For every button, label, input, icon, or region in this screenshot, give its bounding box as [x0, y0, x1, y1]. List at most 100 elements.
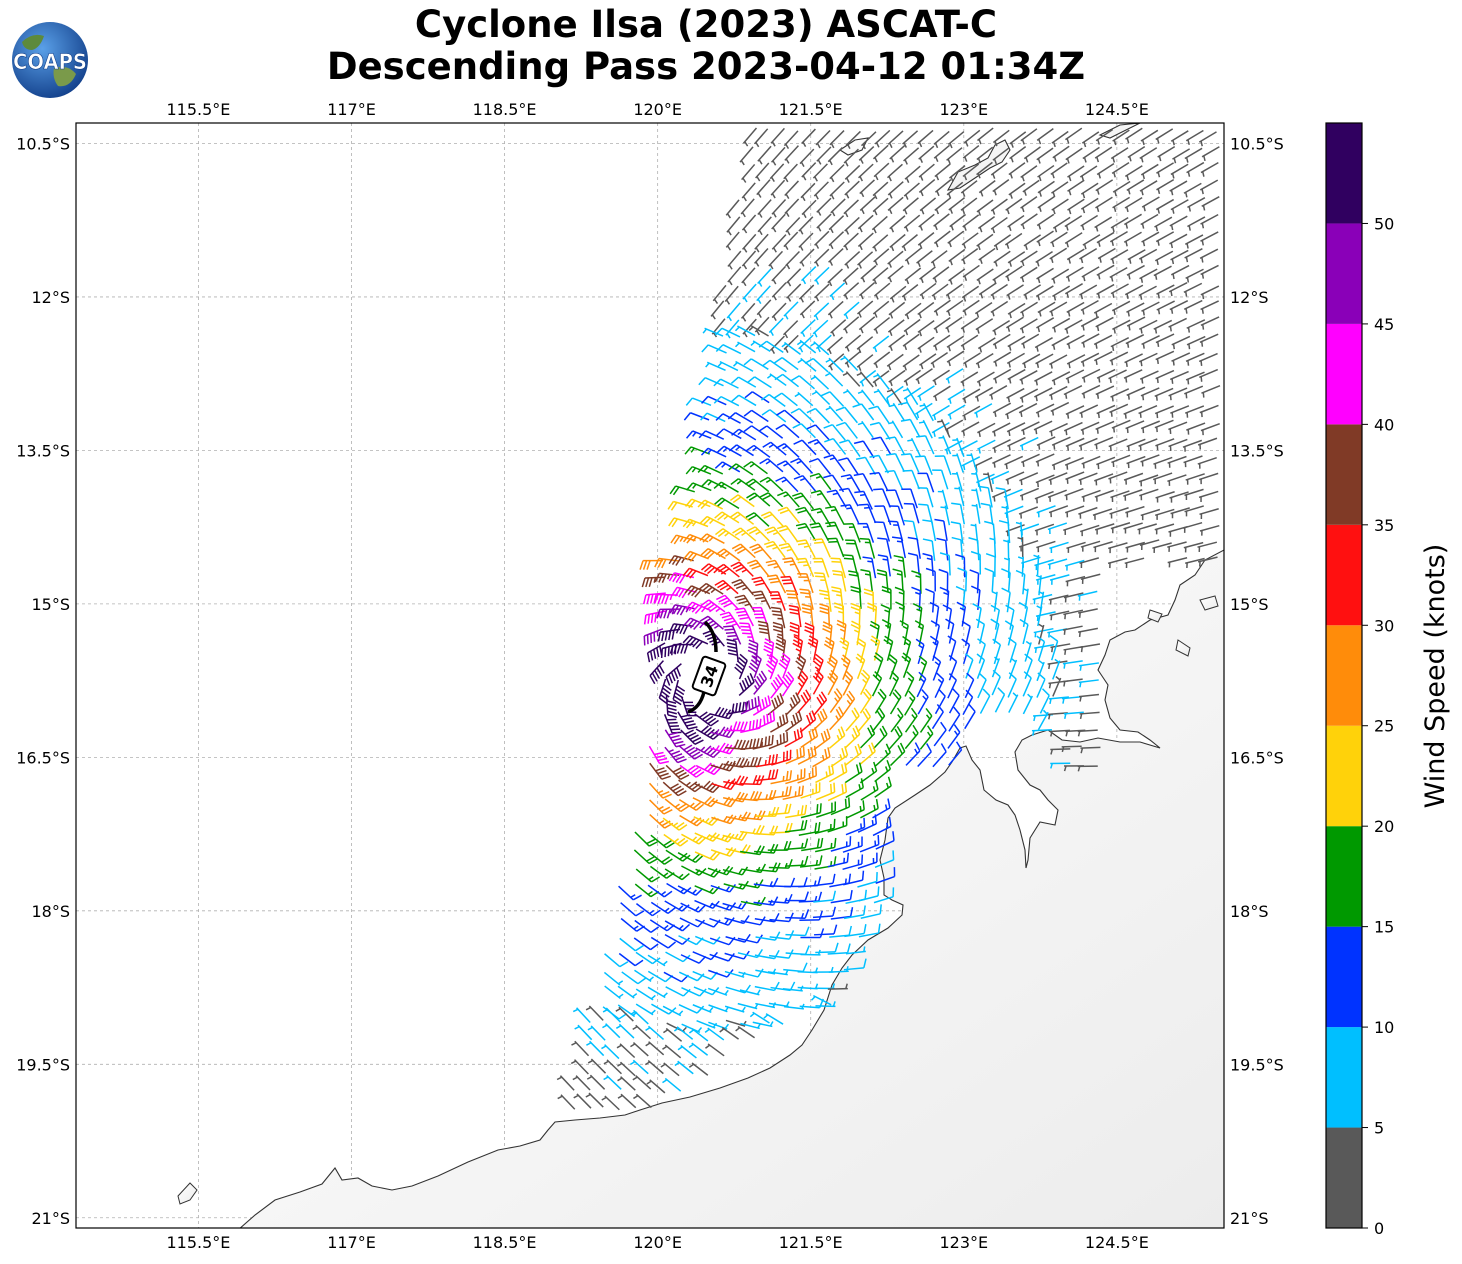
wind-barb — [727, 412, 754, 424]
wind-barb — [887, 163, 903, 182]
wind-barb — [1067, 165, 1085, 182]
wind-barb — [911, 570, 922, 594]
wind-barb — [887, 654, 898, 680]
timor-coast — [838, 123, 1141, 191]
wind-barb — [740, 302, 756, 322]
wind-barb — [777, 506, 800, 524]
wind-barb — [904, 707, 918, 733]
wind-barb — [887, 196, 904, 215]
wind-barb — [887, 319, 905, 337]
wind-barb — [617, 1076, 636, 1091]
wind-barb — [843, 301, 860, 320]
wind-barb — [825, 521, 844, 541]
wind-barb — [635, 1003, 656, 1016]
wind-barb — [889, 670, 900, 697]
wind-barb — [1035, 353, 1054, 368]
wind-barb — [1034, 387, 1053, 402]
wind-barb — [869, 421, 891, 440]
wind-barb — [771, 265, 787, 285]
wind-barb — [1096, 404, 1116, 419]
wind-barb — [678, 1004, 705, 1014]
wind-barb — [616, 1043, 636, 1059]
wind-barb — [587, 1058, 607, 1074]
wind-barb — [844, 743, 862, 766]
wind-barb — [872, 234, 889, 252]
wind-barb — [918, 655, 928, 682]
wind-barb — [1080, 643, 1101, 653]
wind-barb — [602, 1023, 621, 1039]
wind-barb — [662, 1005, 684, 1017]
wind-barb — [828, 353, 845, 371]
wind-barb — [816, 801, 837, 818]
wind-barb — [734, 653, 748, 680]
wind-barb — [798, 284, 815, 303]
wind-barb — [799, 910, 823, 922]
wind-barb — [1067, 198, 1085, 215]
wind-barb — [1183, 541, 1204, 553]
wind-barb — [985, 552, 996, 577]
wind-barb — [731, 578, 754, 596]
wind-barb — [745, 512, 770, 527]
wind-barb — [813, 890, 837, 903]
wind-barb — [962, 264, 980, 282]
wind-barb — [813, 181, 829, 200]
wind-barb — [843, 316, 860, 334]
wind-barb — [665, 764, 690, 781]
wind-barb — [785, 909, 810, 919]
wind-barb — [1049, 301, 1068, 317]
wind-barb — [704, 1027, 725, 1041]
wind-barb — [1107, 557, 1128, 569]
wind-barb — [663, 714, 682, 734]
wind-barb — [1080, 299, 1099, 315]
wind-barb — [903, 318, 921, 336]
wind-barb — [647, 884, 673, 898]
wind-barb — [1138, 319, 1158, 334]
wind-barb — [814, 572, 830, 594]
colorbar-tick-label: 5 — [1374, 1119, 1384, 1138]
wind-barb — [1186, 335, 1206, 350]
wind-barb — [942, 604, 953, 630]
wind-barb — [859, 761, 878, 784]
wind-barb — [677, 1044, 697, 1059]
wind-barb — [730, 561, 754, 577]
wind-barb — [815, 764, 835, 784]
wind-barb — [1171, 335, 1191, 350]
wind-barb — [842, 267, 859, 286]
wind-barb — [905, 742, 921, 766]
wind-barb — [784, 819, 808, 833]
wind-barb — [993, 368, 1012, 384]
wind-barb — [1183, 299, 1203, 314]
wind-barb — [830, 198, 846, 217]
wind-barb — [723, 625, 742, 645]
wind-barb — [918, 163, 935, 181]
wind-barb — [812, 538, 831, 558]
wind-barb — [1050, 401, 1070, 416]
wind-barb — [797, 766, 818, 784]
wind-barb — [1168, 317, 1187, 332]
wind-barb — [1201, 196, 1220, 211]
wind-barb — [871, 707, 886, 733]
wind-barb — [615, 1023, 635, 1039]
wind-barb — [1035, 474, 1055, 488]
wind-barb — [730, 478, 756, 491]
wind-barb — [782, 320, 799, 339]
wind-barb — [727, 266, 742, 286]
wind-barb — [1155, 491, 1175, 503]
wind-barb — [1065, 405, 1085, 419]
wind-barb — [830, 889, 853, 904]
wind-barb — [1023, 284, 1042, 300]
wind-barb — [1155, 333, 1175, 348]
wind-barb — [649, 799, 673, 815]
wind-barb — [1052, 145, 1070, 162]
wind-barb — [818, 589, 832, 612]
wind-barb — [731, 394, 757, 407]
wind-barb — [1154, 405, 1174, 419]
wind-barb — [1110, 388, 1130, 402]
wind-barb — [714, 579, 739, 595]
wind-barb — [992, 422, 1011, 437]
wind-barb — [759, 492, 784, 508]
wind-barb — [1035, 285, 1054, 301]
wind-barb — [685, 465, 712, 475]
wind-barb — [845, 817, 866, 836]
colorbar-tick-label: 30 — [1374, 616, 1394, 635]
